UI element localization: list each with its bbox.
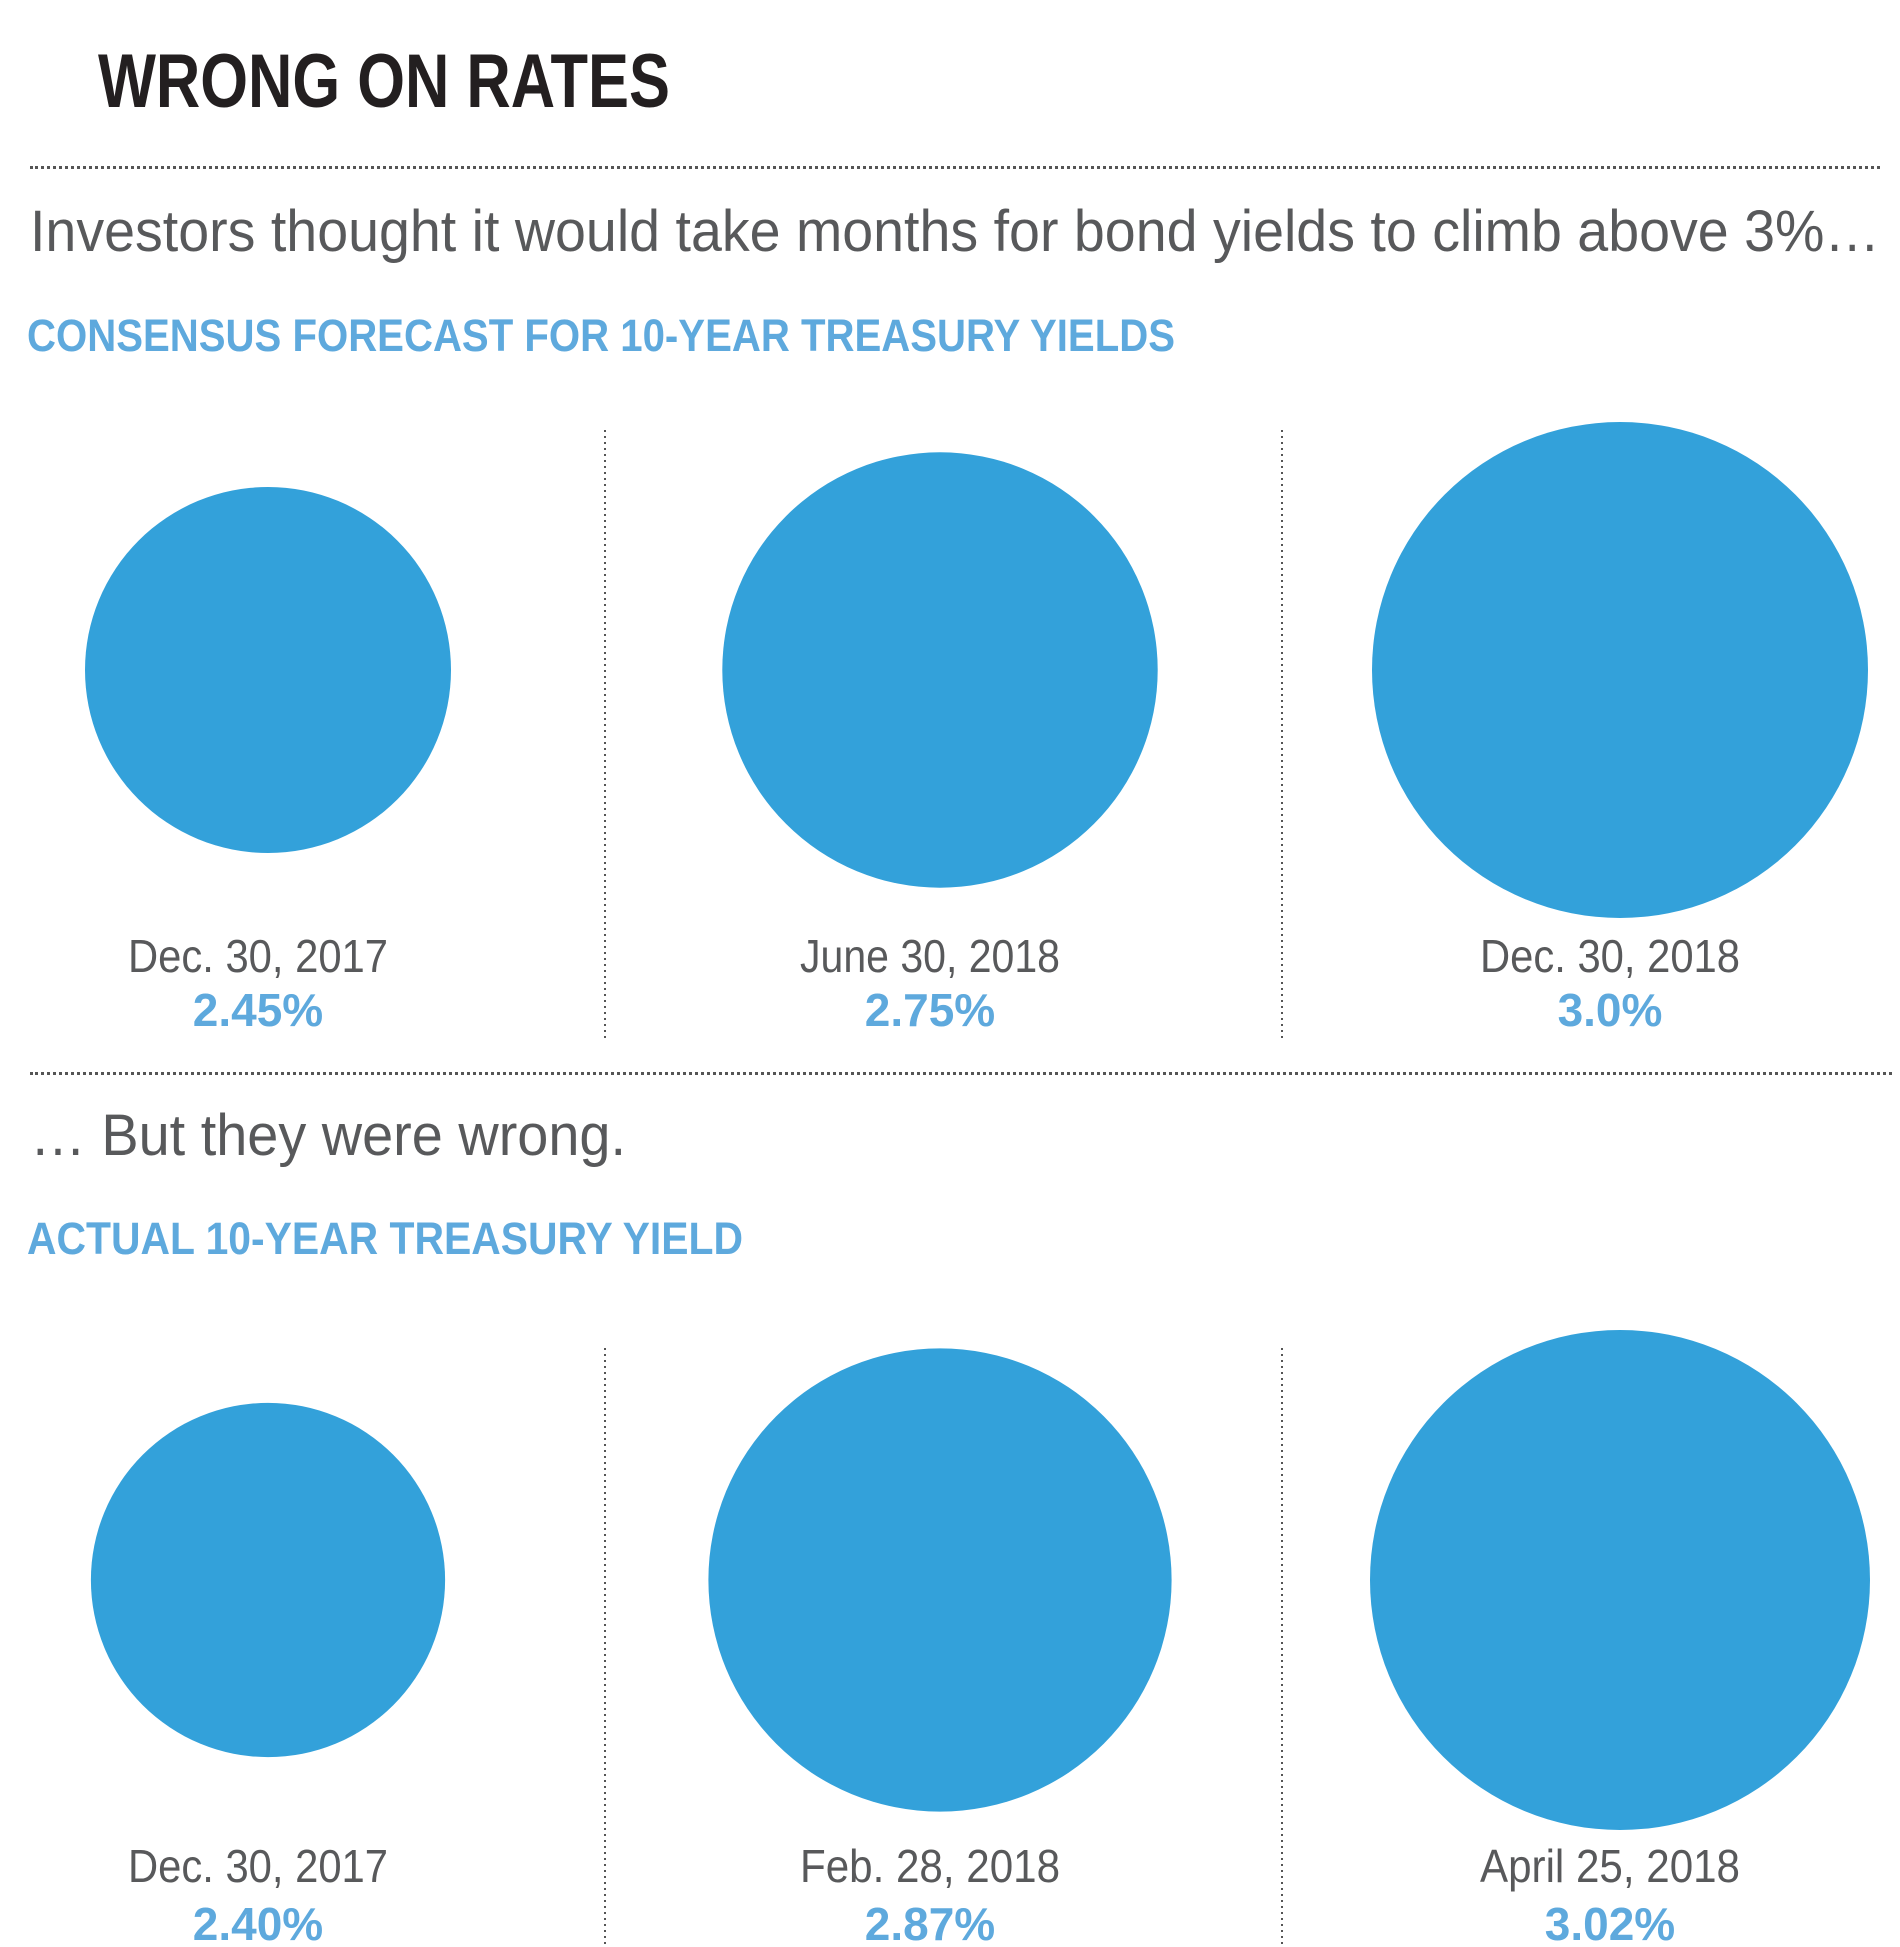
- chart-title: WRONG ON RATES: [97, 39, 670, 124]
- yield-bubble-3: [1370, 1330, 1870, 1830]
- value-label-2: 2.87%: [865, 1898, 995, 1947]
- divider-middle: [30, 1072, 1892, 1075]
- value-label-2: 2.75%: [865, 984, 995, 1036]
- date-label-3: April 25, 2018: [1480, 1840, 1740, 1892]
- subtitle-bottom: … But they were wrong.: [30, 1103, 626, 1168]
- divider-top: [30, 166, 1880, 169]
- date-label-2: June 30, 2018: [800, 930, 1060, 982]
- yield-bubble-2: [708, 1348, 1172, 1812]
- section-title-forecast: CONSENSUS FORECAST FOR 10-YEAR TREASURY …: [27, 310, 1175, 361]
- value-label-3: 3.0%: [1558, 984, 1663, 1036]
- date-label-1: Dec. 30, 2017: [128, 930, 388, 982]
- value-label-1: 2.40%: [193, 1898, 323, 1947]
- yield-bubble-1: [90, 1402, 446, 1758]
- date-label-1: Dec. 30, 2017: [128, 1840, 388, 1892]
- date-label-2: Feb. 28, 2018: [800, 1840, 1060, 1892]
- subtitle-top: Investors thought it would take months f…: [30, 199, 1880, 264]
- section-title-actual: ACTUAL 10-YEAR TREASURY YIELD: [27, 1213, 743, 1264]
- value-label-1: 2.45%: [193, 984, 323, 1036]
- yield-bubble-2: [722, 452, 1158, 888]
- yield-bubble-3: [1372, 422, 1868, 918]
- date-label-3: Dec. 30, 2018: [1480, 930, 1740, 982]
- yield-bubble-1: [85, 487, 451, 853]
- actual-bubble-chart: Dec. 30, 2017 2.40% Feb. 28, 2018 2.87% Apri…: [90, 1330, 1870, 1947]
- value-label-3: 3.02%: [1545, 1898, 1675, 1947]
